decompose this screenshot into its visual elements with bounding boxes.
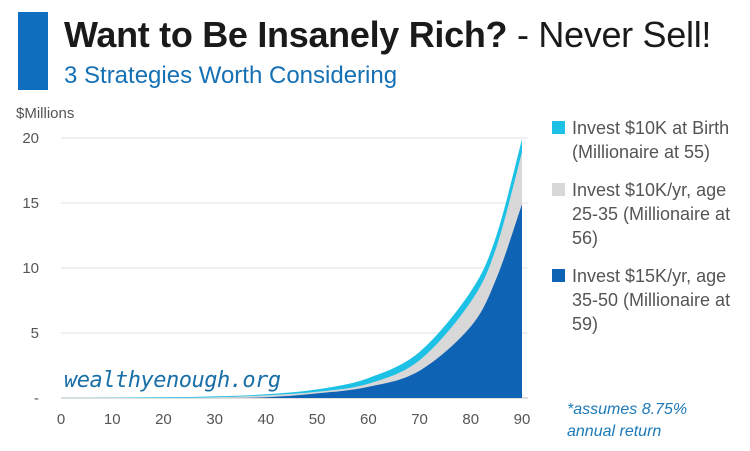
assumption-note: *assumes 8.75% annual return [567, 399, 687, 443]
x-tick-label: 30 [206, 411, 223, 428]
legend: Invest $10K at Birth (Millionaire at 55)… [552, 116, 742, 350]
x-tick-label: 80 [462, 411, 479, 428]
note-line-2: annual return [567, 423, 662, 440]
x-tick-label: 20 [155, 411, 172, 428]
title-accent-bar [18, 12, 48, 90]
title-rest: - Never Sell! [516, 14, 712, 55]
y-tick-label: 5 [31, 325, 39, 342]
chart-subtitle: 3 Strategies Worth Considering [64, 62, 398, 89]
x-tick-label: 0 [57, 411, 65, 428]
legend-label-35-50: Invest $15K/yr, age 35-50 (Millionaire a… [572, 266, 731, 334]
y-tick-label: - [34, 390, 39, 407]
legend-swatch-birth [552, 121, 565, 134]
legend-item-25-35: Invest $10K/yr, age 25-35 (Millionaire a… [552, 178, 742, 250]
area-35-50 [61, 204, 522, 398]
y-tick-label: 10 [22, 260, 39, 277]
legend-label-birth: Invest $10K at Birth (Millionaire at 55) [572, 118, 730, 162]
legend-swatch-35-50 [552, 269, 565, 282]
y-tick-label: 15 [22, 195, 39, 212]
x-tick-label: 90 [514, 411, 531, 428]
x-tick-label: 60 [360, 411, 377, 428]
legend-swatch-25-35 [552, 183, 565, 196]
y-axis-label: $Millions [16, 105, 75, 122]
x-tick-label: 40 [258, 411, 275, 428]
x-tick-label: 70 [411, 411, 428, 428]
x-tick-label: 50 [309, 411, 326, 428]
x-tick-label: 10 [104, 411, 121, 428]
legend-item-birth: Invest $10K at Birth (Millionaire at 55) [552, 116, 742, 164]
title-bold: Want to Be Insanely Rich? [64, 14, 508, 55]
legend-label-25-35: Invest $10K/yr, age 25-35 (Millionaire a… [572, 180, 731, 248]
watermark: wealthyenough.org [64, 368, 281, 393]
y-tick-label: 20 [22, 130, 39, 147]
chart-title: Want to Be Insanely Rich? - Never Sell! [64, 14, 711, 56]
legend-item-35-50: Invest $15K/yr, age 35-50 (Millionaire a… [552, 264, 742, 336]
note-line-1: *assumes 8.75% [567, 401, 688, 418]
